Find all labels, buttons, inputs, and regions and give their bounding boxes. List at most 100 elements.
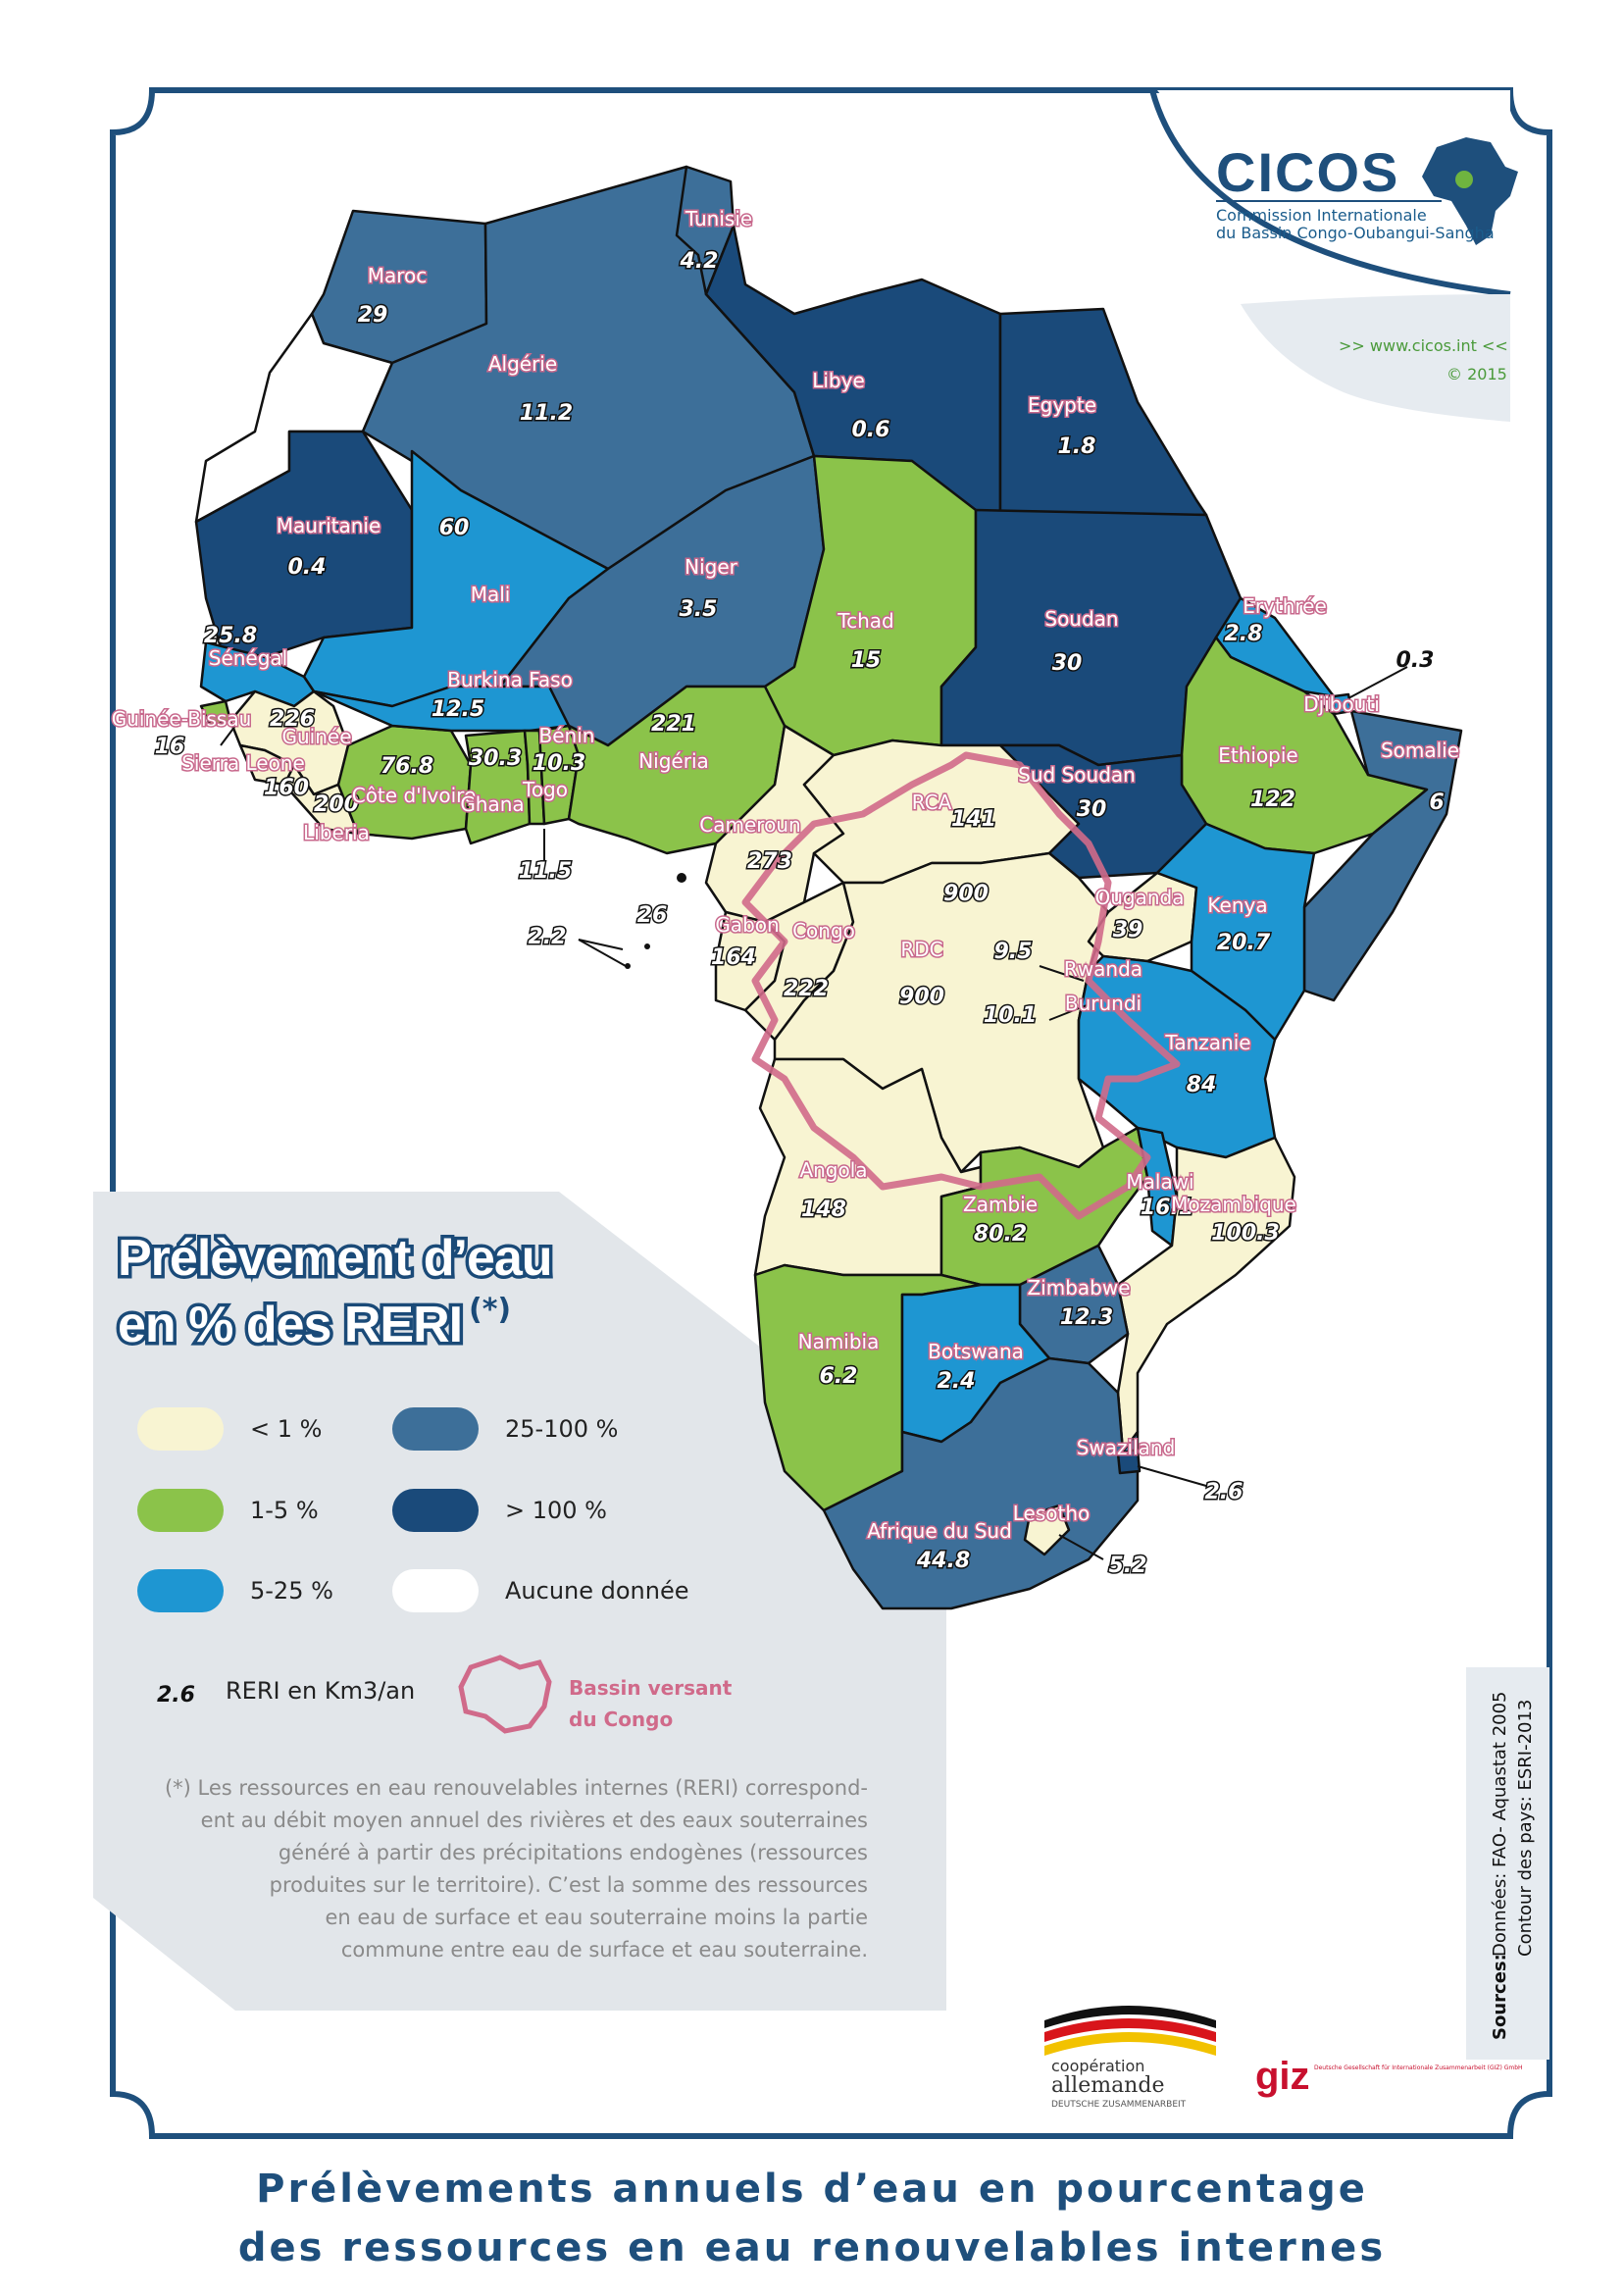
- legend: Prélèvement d’eau en % des RERI (*) < 1 …: [115, 1227, 869, 1963]
- country-name-label: Togo: [522, 778, 568, 801]
- country-value-label: 0.3: [1396, 648, 1435, 673]
- country-name-label: Malawi: [1126, 1170, 1193, 1194]
- island-sao-tome: [625, 963, 631, 969]
- legend-class-label: < 1 %: [250, 1415, 322, 1443]
- country-name-label: Tunisie: [685, 207, 752, 230]
- country-value-label: 30.3: [469, 746, 522, 771]
- country-name-label: Ouganda: [1095, 886, 1185, 909]
- country-value-label: 122: [1250, 788, 1295, 812]
- country-value-label: 6.2: [820, 1364, 858, 1389]
- country-name-label: Côte d'Ivoire: [352, 784, 477, 807]
- country-value-label: 141: [951, 807, 996, 832]
- legend-title-2: en % des RERI: [118, 1297, 462, 1353]
- country-name-label: Namibia: [798, 1330, 880, 1353]
- country-value-label: 221: [651, 712, 696, 737]
- country-value-label: 16.1: [1141, 1196, 1193, 1220]
- legend-swatch: [137, 1489, 224, 1532]
- logo-name: CICOS: [1216, 141, 1399, 203]
- country-value-label: 200: [314, 792, 359, 817]
- country-value-label: 76.8: [381, 754, 433, 779]
- footnote-line: produites sur le territoire). C’est la s…: [270, 1873, 868, 1897]
- country-name-label: Djibouti: [1303, 692, 1380, 716]
- country-name-label: Tanzanie: [1164, 1031, 1250, 1054]
- country-name-label: Lesotho: [1013, 1502, 1091, 1525]
- legend-basin-label-2: du Congo: [569, 1708, 673, 1731]
- extra-value-label: 2.2: [529, 925, 567, 949]
- sources-line-1: Données: FAO- Aquastat 2005: [1490, 1691, 1510, 1957]
- sources-backdrop: [1466, 1667, 1549, 2060]
- sources-label: Sources:: [1490, 1954, 1510, 2040]
- country-value-label: 222: [784, 977, 829, 1001]
- country-value-label: 10.1: [984, 1003, 1037, 1028]
- country-name-label: Sud Soudan: [1018, 763, 1136, 787]
- country-value-label: 164: [711, 945, 756, 970]
- country-name-label: Zimbabwe: [1027, 1276, 1130, 1300]
- country-name-label: Sierra Leone: [181, 751, 305, 775]
- legend-reri-label: RERI en Km3/an: [226, 1677, 415, 1705]
- country-name-label: Gabon: [715, 913, 779, 937]
- country-value-label: 100.3: [1211, 1221, 1280, 1246]
- congo-basin-outline: [741, 751, 1181, 1220]
- country-value-label: 148: [801, 1198, 846, 1222]
- countries: [194, 165, 1463, 1610]
- country-value-label: 900: [899, 985, 944, 1009]
- country-name-label: Egypte: [1028, 393, 1096, 417]
- country-name-label: Mali: [471, 583, 511, 606]
- giz-subtitle: Deutsche Gesellschaft für Internationale…: [1314, 2065, 1523, 2071]
- country-afrique-du-sud: [822, 1356, 1140, 1610]
- country-value-label: 15: [851, 648, 882, 673]
- footnote-line: généré à partir des précipitations endog…: [279, 1841, 868, 1864]
- country-kenya: [1155, 822, 1316, 1042]
- footnote-line: ent au débit moyen annuel des rivières e…: [201, 1809, 868, 1832]
- logo-copyright: © 2015: [1446, 365, 1507, 383]
- country-value-label: 39: [1113, 918, 1143, 943]
- country-name-label: Sénégal: [209, 646, 288, 670]
- country-lesotho: [1023, 1504, 1071, 1556]
- island-principe: [644, 943, 650, 949]
- country-value-label: 30: [1052, 651, 1083, 676]
- country-value-label: 3.5: [680, 597, 718, 622]
- sponsors: coopération allemande DEUTSCHE ZUSAMMENA…: [1044, 2006, 1523, 2110]
- bottom-title-line-2: des ressources en eau renouvelables inte…: [238, 2225, 1386, 2270]
- country-name-label: Somalie: [1381, 739, 1459, 762]
- legend-basin-label-1: Bassin versant: [569, 1676, 733, 1700]
- footnote-line: commune entre eau de surface et eau sout…: [341, 1938, 868, 1962]
- country-name-label: Burundi: [1065, 992, 1142, 1015]
- country-name-label: Angola: [799, 1158, 867, 1182]
- country-value-label: 44.8: [916, 1549, 970, 1573]
- footnote-text: (*) Les ressources en eau renouvelables …: [165, 1776, 868, 1962]
- country-labels: Maroc 29 Algérie 11.2 Tunisie 4.2 Libye 0.6 Egyp…: [110, 206, 1460, 1580]
- country-name-label: Guinée: [281, 725, 351, 748]
- legend-swatch: [392, 1569, 479, 1612]
- country-value-label: 80.2: [974, 1222, 1027, 1247]
- legend-class-label: 5-25 %: [250, 1577, 333, 1605]
- country-value-label: 2.6: [1205, 1480, 1243, 1504]
- country-value-label: 10.3: [533, 751, 585, 776]
- leader-lines: [220, 666, 1408, 1560]
- country-value-label: 25.8: [204, 624, 257, 648]
- country-value-label: 84: [1187, 1073, 1217, 1097]
- logo-subtitle-1: Commission Internationale: [1216, 206, 1427, 225]
- country-name-label: Afrique du Sud: [867, 1519, 1012, 1543]
- country-name-label: Congo: [792, 919, 855, 943]
- sources-line-2: Contour des pays: ESRI-2013: [1515, 1700, 1536, 1957]
- country-value-label: 1.8: [1058, 434, 1096, 459]
- country-value-label: 4.2: [680, 249, 719, 274]
- country-name-label: Mauritanie: [277, 514, 381, 537]
- country-value-label: 20.7: [1217, 931, 1271, 955]
- country-name-label: Erythrée: [1243, 594, 1327, 618]
- legend-star: (*): [469, 1293, 511, 1327]
- country-value-label: 12.5: [431, 697, 484, 722]
- country-value-label: 11.2: [520, 401, 573, 426]
- legend-items: < 1 % 25-100 % 1-5 % > 100 % 5-25 % Aucune do…: [137, 1407, 689, 1612]
- coop-label-1: coopération: [1051, 2057, 1144, 2075]
- country-name-label: Soudan: [1044, 607, 1118, 631]
- legend-class-label: Aucune donnée: [505, 1577, 689, 1605]
- country-name-label: Libye: [812, 369, 865, 392]
- page-frame: [110, 87, 1552, 2139]
- country-value-label: 11.5: [519, 859, 572, 884]
- extra-value-label: 900: [943, 882, 989, 906]
- country-value-label: 2.4: [938, 1369, 976, 1394]
- basin-legend-icon: [458, 1655, 552, 1734]
- logo-arc: [1149, 89, 1511, 297]
